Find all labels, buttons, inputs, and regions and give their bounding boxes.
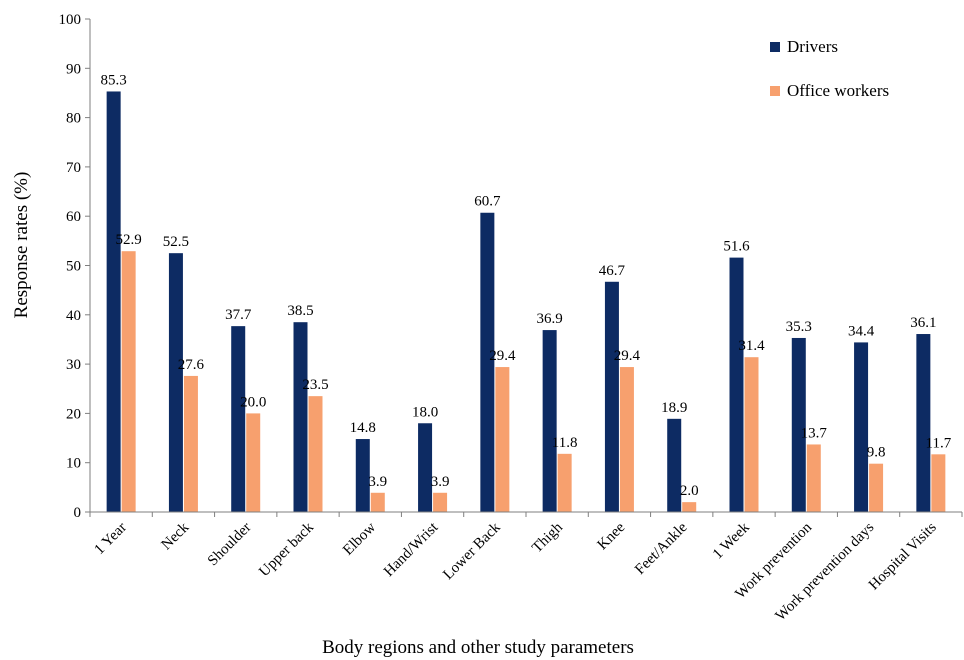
category-label: Thigh: [529, 519, 566, 556]
bar-drivers: [231, 326, 246, 512]
y-tick-label: 0: [74, 505, 82, 521]
legend-label: Drivers: [787, 37, 838, 56]
category-label: 1 Year: [92, 520, 130, 558]
data-label: 52.9: [116, 232, 142, 248]
bar-drivers: [791, 337, 806, 512]
bar-office-workers: [619, 367, 634, 512]
category-label: Upper back: [256, 519, 317, 580]
bar-office-workers: [433, 492, 448, 512]
data-label: 85.3: [101, 72, 127, 88]
data-label: 14.8: [350, 420, 376, 436]
bar-drivers: [729, 257, 744, 512]
bar-drivers: [667, 418, 682, 512]
data-label: 18.9: [661, 400, 687, 416]
bar-drivers: [916, 334, 931, 512]
category-label: Neck: [159, 519, 193, 553]
bar-drivers: [854, 342, 869, 512]
bar-office-workers: [183, 375, 198, 512]
data-label: 34.4: [848, 323, 875, 339]
category-label: Lower Back: [440, 519, 504, 583]
y-tick-label: 50: [66, 259, 81, 275]
data-label: 36.9: [537, 311, 563, 327]
category-label: Shoulder: [205, 520, 255, 570]
legend: Drivers Office workers: [770, 37, 889, 100]
category-label: Feet/Ankle: [632, 519, 691, 578]
bar-office-workers: [121, 251, 136, 512]
bar-drivers: [168, 253, 183, 513]
bar-office-workers: [931, 454, 946, 512]
data-label: 27.6: [178, 357, 205, 373]
y-tick-label: 90: [66, 61, 81, 77]
bar-office-workers: [806, 444, 821, 512]
data-label: 38.5: [287, 303, 313, 319]
y-tick-label: 40: [66, 308, 81, 324]
y-tick-label: 70: [66, 160, 81, 176]
y-tick-label: 10: [66, 456, 81, 472]
data-label: 37.7: [225, 307, 252, 323]
bar-drivers: [106, 91, 121, 512]
bar-drivers: [293, 322, 308, 512]
bar-office-workers: [246, 413, 261, 512]
data-label: 31.4: [738, 338, 765, 354]
bar-office-workers: [495, 367, 510, 512]
data-label: 29.4: [614, 348, 641, 364]
bar-office-workers: [682, 502, 697, 512]
bar-drivers: [480, 212, 495, 512]
category-label: 1 Week: [710, 519, 753, 562]
bar-office-workers: [744, 357, 759, 512]
x-axis-title: Body regions and other study parameters: [322, 637, 634, 658]
data-label: 11.8: [552, 435, 578, 451]
y-tick-label: 60: [66, 209, 81, 225]
data-label: 51.6: [723, 239, 750, 255]
y-tick-label: 80: [66, 111, 81, 127]
data-label: 36.1: [910, 315, 936, 331]
data-label: 35.3: [786, 319, 812, 335]
x-axis-ticks: [89, 512, 963, 517]
y-tick-label: 20: [66, 406, 81, 422]
data-label: 46.7: [599, 263, 626, 279]
bar-office-workers: [308, 396, 323, 512]
bar-office-workers: [370, 492, 385, 512]
category-label: Elbow: [340, 519, 379, 558]
data-label: 18.0: [412, 404, 438, 420]
bar-office-workers: [869, 463, 884, 512]
legend-swatch: [770, 86, 780, 96]
data-labels: 85.3 52.5 37.7 38.5 14.8 18.0 60.7 36.9 46.7 18.9…: [101, 72, 952, 499]
y-axis-title: Response rates (%): [11, 172, 32, 319]
y-axis-ticks: 0 10 20 30 40 50 60 70 80 90 100: [59, 12, 90, 521]
data-label: 60.7: [474, 194, 501, 210]
data-label: 29.4: [489, 348, 516, 364]
category-label: Knee: [595, 519, 629, 553]
data-label: 3.9: [431, 474, 450, 490]
bar-drivers: [355, 439, 370, 512]
bar-office-workers: [557, 453, 572, 512]
data-label: 23.5: [302, 377, 328, 393]
data-label: 20.0: [240, 394, 266, 410]
legend-swatch: [770, 42, 780, 52]
bar-drivers: [542, 330, 557, 512]
bar-drivers: [418, 423, 433, 512]
y-tick-label: 30: [66, 357, 81, 373]
data-label: 52.5: [163, 234, 189, 250]
y-tick-label: 100: [59, 12, 82, 28]
category-labels: 1 Year Neck Shoulder Upper back Elbow Hand/Wr…: [92, 519, 940, 624]
data-label: 13.7: [801, 425, 828, 441]
bars: [106, 91, 946, 513]
data-label: 11.7: [926, 435, 952, 451]
category-label: Hand/Wrist: [381, 519, 442, 580]
bar-drivers: [604, 281, 619, 512]
data-label: 2.0: [680, 483, 699, 499]
data-label: 9.8: [867, 445, 886, 461]
data-label: 3.9: [368, 474, 387, 490]
legend-label: Office workers: [787, 81, 889, 100]
